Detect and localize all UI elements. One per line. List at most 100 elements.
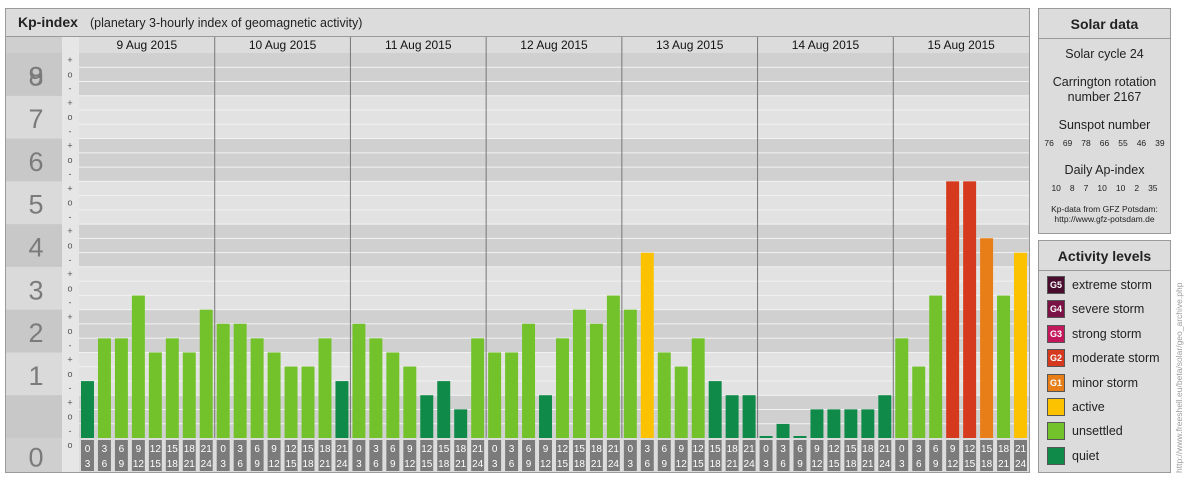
legend-swatch — [1047, 398, 1065, 416]
x-interval-start: 0 — [492, 444, 498, 455]
x-interval-cell — [386, 440, 400, 471]
x-interval-cell — [759, 440, 773, 471]
x-interval-start: 9 — [271, 444, 277, 455]
x-interval-end: 18 — [302, 459, 314, 470]
x-interval-cell — [81, 440, 94, 471]
kp-bar — [810, 409, 824, 438]
x-interval-end: 24 — [472, 459, 484, 470]
x-interval-start: 18 — [455, 444, 467, 455]
x-interval-cell — [844, 440, 858, 471]
y-axis-band — [6, 53, 62, 96]
kp-bar — [267, 352, 281, 438]
kp-band — [79, 266, 1029, 310]
x-interval-start: 6 — [797, 444, 803, 455]
kp-bar — [81, 381, 94, 438]
x-interval-end: 3 — [763, 459, 769, 470]
y-minor-label: - — [69, 126, 72, 136]
x-interval-end: 18 — [981, 459, 993, 470]
sunspot-values: 76 69 78 66 55 46 39 — [1039, 138, 1170, 148]
x-interval-start: 15 — [167, 444, 179, 455]
x-interval-start: 9 — [678, 444, 684, 455]
chart-header: Kp-index (planetary 3-hourly index of ge… — [6, 9, 1029, 37]
x-interval-end: 9 — [390, 459, 396, 470]
ap-value: 7 — [1083, 183, 1089, 193]
y-tick-label: 2 — [28, 318, 43, 348]
x-interval-cell — [216, 440, 230, 471]
kp-bar — [878, 395, 892, 438]
sunspot-value: 78 — [1081, 138, 1091, 148]
y-minor-label: - — [69, 212, 72, 222]
x-interval-cell — [437, 440, 451, 471]
legend-swatch: G4 — [1047, 300, 1065, 318]
y-minor-label: o — [67, 440, 72, 450]
x-interval-cell — [318, 440, 332, 471]
y-tick-label: 7 — [28, 104, 43, 134]
x-interval-end: 3 — [899, 459, 905, 470]
credit-text: http://www.freeshell.eu/beta/solar/geo_a… — [1174, 282, 1184, 473]
x-interval-start: 15 — [302, 444, 314, 455]
x-interval-end: 18 — [710, 459, 722, 470]
y-minor-label: - — [69, 255, 72, 265]
kp-bar — [216, 323, 230, 438]
x-interval-start: 12 — [828, 444, 840, 455]
y-minor-label: - — [69, 383, 72, 393]
day-label: 12 Aug 2015 — [520, 38, 588, 52]
x-interval-start: 3 — [509, 444, 515, 455]
x-interval-start: 3 — [645, 444, 651, 455]
x-interval-cell — [148, 440, 162, 471]
source-link[interactable]: http://www.gfz-potsdam.de — [1054, 214, 1155, 224]
y-minor-label: + — [67, 55, 72, 65]
kp-bar — [114, 338, 128, 438]
ap-value: 35 — [1148, 183, 1158, 193]
y-axis-band — [6, 395, 62, 438]
x-interval-start: 0 — [220, 444, 226, 455]
y-minor-label: o — [67, 369, 72, 379]
chart-title: Kp-index — [18, 14, 78, 30]
legend-swatch: G3 — [1047, 325, 1065, 343]
y-minor-label: o — [67, 412, 72, 422]
x-interval-cell — [946, 440, 960, 471]
x-interval-start: 3 — [916, 444, 922, 455]
kp-bar — [912, 366, 926, 438]
x-interval-start: 15 — [845, 444, 857, 455]
x-interval-end: 24 — [744, 459, 756, 470]
minor-label-column — [62, 37, 79, 472]
kp-bar — [522, 323, 536, 438]
x-interval-cell — [233, 440, 247, 471]
kp-band — [79, 224, 1029, 267]
y-tick-label: 3 — [28, 275, 43, 305]
day-label: 11 Aug 2015 — [385, 38, 452, 52]
x-interval-start: 15 — [438, 444, 450, 455]
y-minor-label: - — [69, 169, 72, 179]
x-interval-start: 21 — [1015, 444, 1027, 455]
x-interval-end: 15 — [693, 459, 705, 470]
x-interval-cell — [895, 440, 909, 471]
legend-label: quiet — [1072, 449, 1100, 463]
x-interval-start: 21 — [879, 444, 891, 455]
x-interval-cell — [861, 440, 875, 471]
y-axis-band — [6, 352, 62, 396]
kp-bar — [318, 338, 332, 438]
x-interval-end: 21 — [727, 459, 739, 470]
kp-bar — [589, 323, 603, 438]
x-interval-end: 21 — [862, 459, 874, 470]
x-interval-start: 3 — [373, 444, 379, 455]
y-minor-label: - — [69, 84, 72, 94]
legend-item-minor-storm: G1 minor storm — [1047, 373, 1138, 393]
x-interval-start: 3 — [780, 444, 786, 455]
y-tick-label: 4 — [28, 233, 43, 263]
x-interval-start: 18 — [862, 444, 874, 455]
x-interval-cell — [572, 440, 586, 471]
legend-swatch — [1047, 422, 1065, 440]
x-interval-end: 21 — [455, 459, 467, 470]
x-interval-start: 9 — [407, 444, 413, 455]
x-interval-end: 3 — [356, 459, 362, 470]
ap-value: 10 — [1097, 183, 1107, 193]
y-minor-label: o — [67, 198, 72, 208]
x-interval-start: 18 — [319, 444, 331, 455]
x-interval-end: 3 — [492, 459, 498, 470]
y-minor-label: + — [67, 312, 72, 322]
x-interval-end: 6 — [780, 459, 786, 470]
kp-bar — [1014, 252, 1027, 438]
y-minor-label: + — [67, 183, 72, 193]
